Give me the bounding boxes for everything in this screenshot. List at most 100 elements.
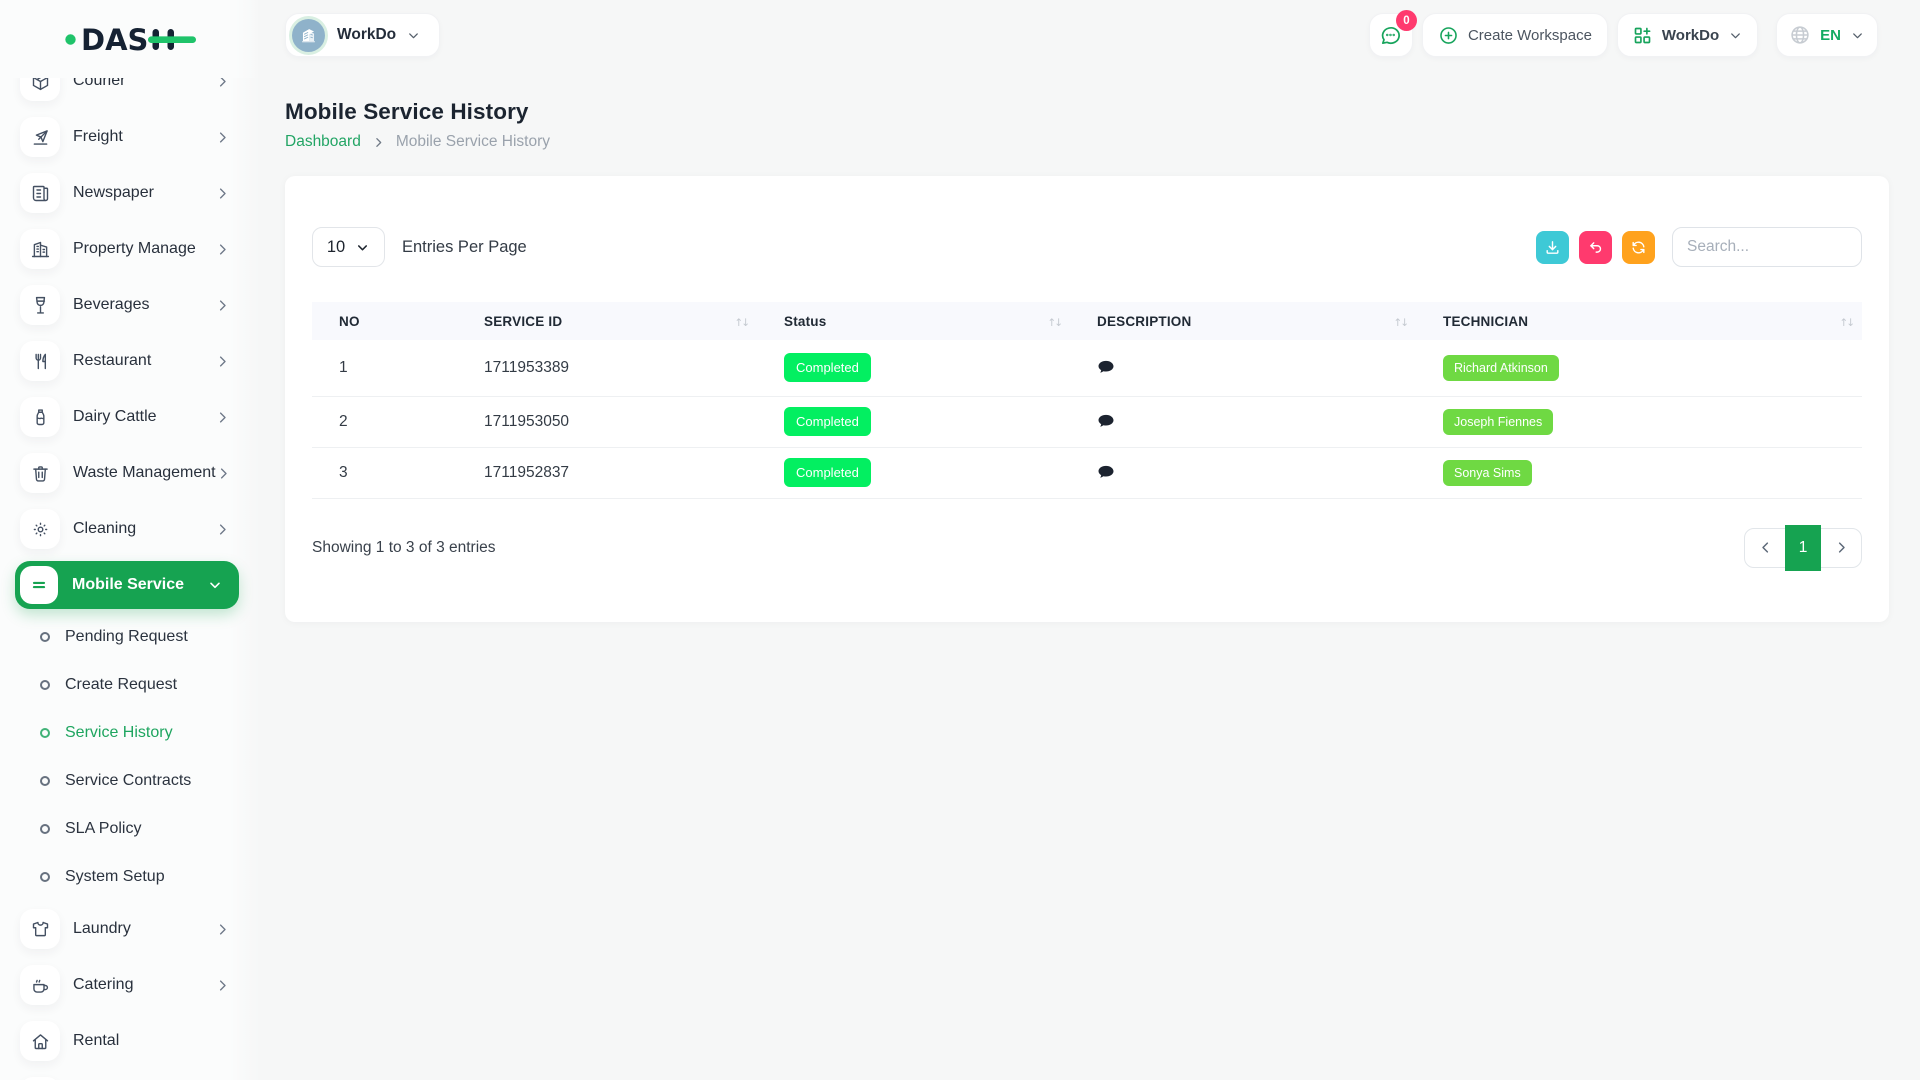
column-header-technician[interactable]: TECHNICIAN ↑↓	[1443, 313, 1855, 329]
logo-dot	[65, 34, 76, 45]
chat-count-badge: 0	[1395, 10, 1417, 31]
page-number-active[interactable]: 1	[1785, 524, 1821, 571]
speech-bubble-icon[interactable]	[1097, 465, 1115, 481]
pagination: 1	[1744, 524, 1862, 571]
tshirt-icon	[20, 909, 60, 949]
reset-button[interactable]	[1579, 230, 1612, 264]
sidebar-item-label: Newspaper	[73, 184, 154, 201]
entries-per-page-select[interactable]: 10	[312, 227, 385, 267]
apps-grid-icon	[1632, 25, 1653, 46]
svg-text:DAS: DAS	[81, 23, 148, 57]
messages-button[interactable]: 0	[1368, 10, 1417, 57]
table-footer: Showing 1 to 3 of 3 entries 1	[312, 524, 1862, 571]
speech-bubble-icon[interactable]	[1097, 360, 1115, 376]
sidebar-item-label: Waste Management	[73, 464, 216, 481]
sidebar-item-rental[interactable]: Rental	[0, 1013, 260, 1069]
sidebar-subitem-sla-policy[interactable]: SLA Policy	[0, 805, 260, 853]
previous-page-button[interactable]	[1745, 528, 1785, 568]
home-icon	[20, 1021, 60, 1061]
speech-bubble-icon[interactable]	[1097, 414, 1115, 430]
workspace-switcher[interactable]: WorkDo	[285, 13, 441, 57]
sidebar-item-dairy-cattle[interactable]: Dairy Cattle	[0, 389, 260, 445]
sidebar-item-property-manage[interactable]: Property Manage	[0, 221, 260, 277]
sidebar-item-cleaning[interactable]: Cleaning	[0, 501, 260, 557]
breadcrumb-dashboard-link[interactable]: Dashboard	[285, 133, 361, 150]
sidebar-item-label: Laundry	[73, 920, 131, 937]
refresh-button[interactable]	[1622, 230, 1655, 264]
export-download-button[interactable]	[1536, 230, 1569, 264]
sidebar-item-label: Rental	[73, 1032, 120, 1049]
sidebar-subitem-system-setup[interactable]: System Setup	[0, 853, 260, 901]
sidebar-item-mobile-service[interactable]: Mobile Service	[15, 561, 239, 609]
sidebar-subitem-create-request[interactable]: Create Request	[0, 661, 260, 709]
sort-icon[interactable]: ↑↓	[1839, 316, 1855, 329]
chevron-right-icon	[1838, 542, 1845, 553]
sidebar-item-label: Beverages	[73, 296, 150, 313]
sidebar-item-partial[interactable]	[0, 1069, 260, 1080]
create-workspace-button[interactable]: Create Workspace	[1421, 13, 1608, 57]
sidebar-item-mobile-service-wrap: Mobile Service	[0, 557, 260, 613]
cell-no: 1	[312, 340, 457, 397]
technician-badge[interactable]: Joseph Fiennes	[1443, 408, 1554, 435]
sidebar-item-beverages[interactable]: Beverages	[0, 277, 260, 333]
entries-per-page-value: 10	[326, 237, 346, 256]
undo-icon	[1590, 241, 1602, 253]
menu-equals-icon	[20, 566, 58, 604]
sidebar-item-freight[interactable]: Freight	[0, 109, 260, 165]
chevron-left-icon	[1761, 542, 1768, 553]
sidebar-subitem-service-contracts[interactable]: Service Contracts	[0, 757, 260, 805]
sidebar-subitem-service-history[interactable]: Service History	[0, 709, 260, 757]
sidebar-item-label: Property Manage	[73, 240, 196, 257]
table-header-row: NO SERVICE ID ↑↓ Status ↑↓ DESCRIPTION ↑↓ T…	[312, 302, 1862, 340]
sidebar-subitem-label: Service History	[65, 724, 173, 741]
sidebar-item-laundry[interactable]: Laundry	[0, 901, 260, 957]
next-page-button[interactable]	[1821, 528, 1861, 568]
circle-bullet-icon	[40, 776, 50, 786]
showing-entries-text: Showing 1 to 3 of 3 entries	[312, 538, 496, 556]
status-badge: Completed	[784, 353, 871, 383]
technician-badge[interactable]: Sonya Sims	[1443, 459, 1532, 486]
chevron-right-icon	[215, 978, 230, 993]
language-selector[interactable]: EN	[1776, 13, 1878, 57]
globe-icon	[1789, 24, 1811, 46]
page-head: Mobile Service History Dashboard Mobile …	[260, 99, 1920, 151]
workdo-dropdown[interactable]: WorkDo	[1616, 13, 1759, 57]
column-header-status[interactable]: Status ↑↓	[784, 313, 1063, 329]
box-icon	[20, 1077, 60, 1080]
trash-icon	[20, 453, 60, 493]
chevron-right-icon	[372, 136, 385, 149]
table-row: 3 1711952837 Completed Sonya Sims	[312, 447, 1862, 499]
refresh-icon	[1632, 241, 1645, 253]
sort-icon[interactable]: ↑↓	[734, 316, 750, 329]
chevron-down-icon	[1850, 28, 1865, 43]
status-badge: Completed	[784, 407, 871, 436]
column-header-service-id[interactable]: SERVICE ID ↑↓	[484, 313, 750, 329]
search-input[interactable]	[1672, 227, 1862, 267]
technician-badge[interactable]: Richard Atkinson	[1443, 354, 1559, 381]
sidebar-subitem-pending-request[interactable]: Pending Request	[0, 613, 260, 661]
sidebar-item-label: Mobile Service	[72, 576, 185, 593]
sort-icon[interactable]: ↑↓	[1047, 316, 1063, 329]
sidebar-item-catering[interactable]: Catering	[0, 957, 260, 1013]
cell-description	[1070, 396, 1416, 448]
sidebar: Courier Freight Newspaper Property Manag…	[0, 0, 260, 1080]
sidebar-item-waste-management[interactable]: Waste Management	[0, 445, 260, 501]
cell-status: Completed	[757, 396, 1070, 448]
sidebar-item-restaurant[interactable]: Restaurant	[0, 333, 260, 389]
sidebar-menu: Courier Freight Newspaper Property Manag…	[0, 0, 260, 1080]
chevron-down-icon	[358, 244, 368, 250]
table-controls: 10 Entries Per Page	[312, 227, 1862, 267]
table-row: 2 1711953050 Completed Joseph Fiennes	[312, 396, 1862, 448]
column-header-description[interactable]: DESCRIPTION ↑↓	[1097, 313, 1409, 329]
cell-technician: Richard Atkinson	[1416, 340, 1862, 397]
sidebar-item-label: Dairy Cattle	[73, 408, 157, 425]
create-workspace-label: Create Workspace	[1467, 26, 1592, 44]
sort-icon[interactable]: ↑↓	[1393, 316, 1409, 329]
chevron-right-icon	[215, 186, 230, 201]
cutlery-icon	[20, 341, 60, 381]
table-row: 1 1711953389 Completed Richard Atkinson	[312, 340, 1862, 397]
column-header-no[interactable]: NO	[339, 313, 360, 329]
brand-logo[interactable]: DAS	[0, 0, 260, 78]
circle-bullet-icon	[40, 824, 50, 834]
sidebar-item-newspaper[interactable]: Newspaper	[0, 165, 260, 221]
